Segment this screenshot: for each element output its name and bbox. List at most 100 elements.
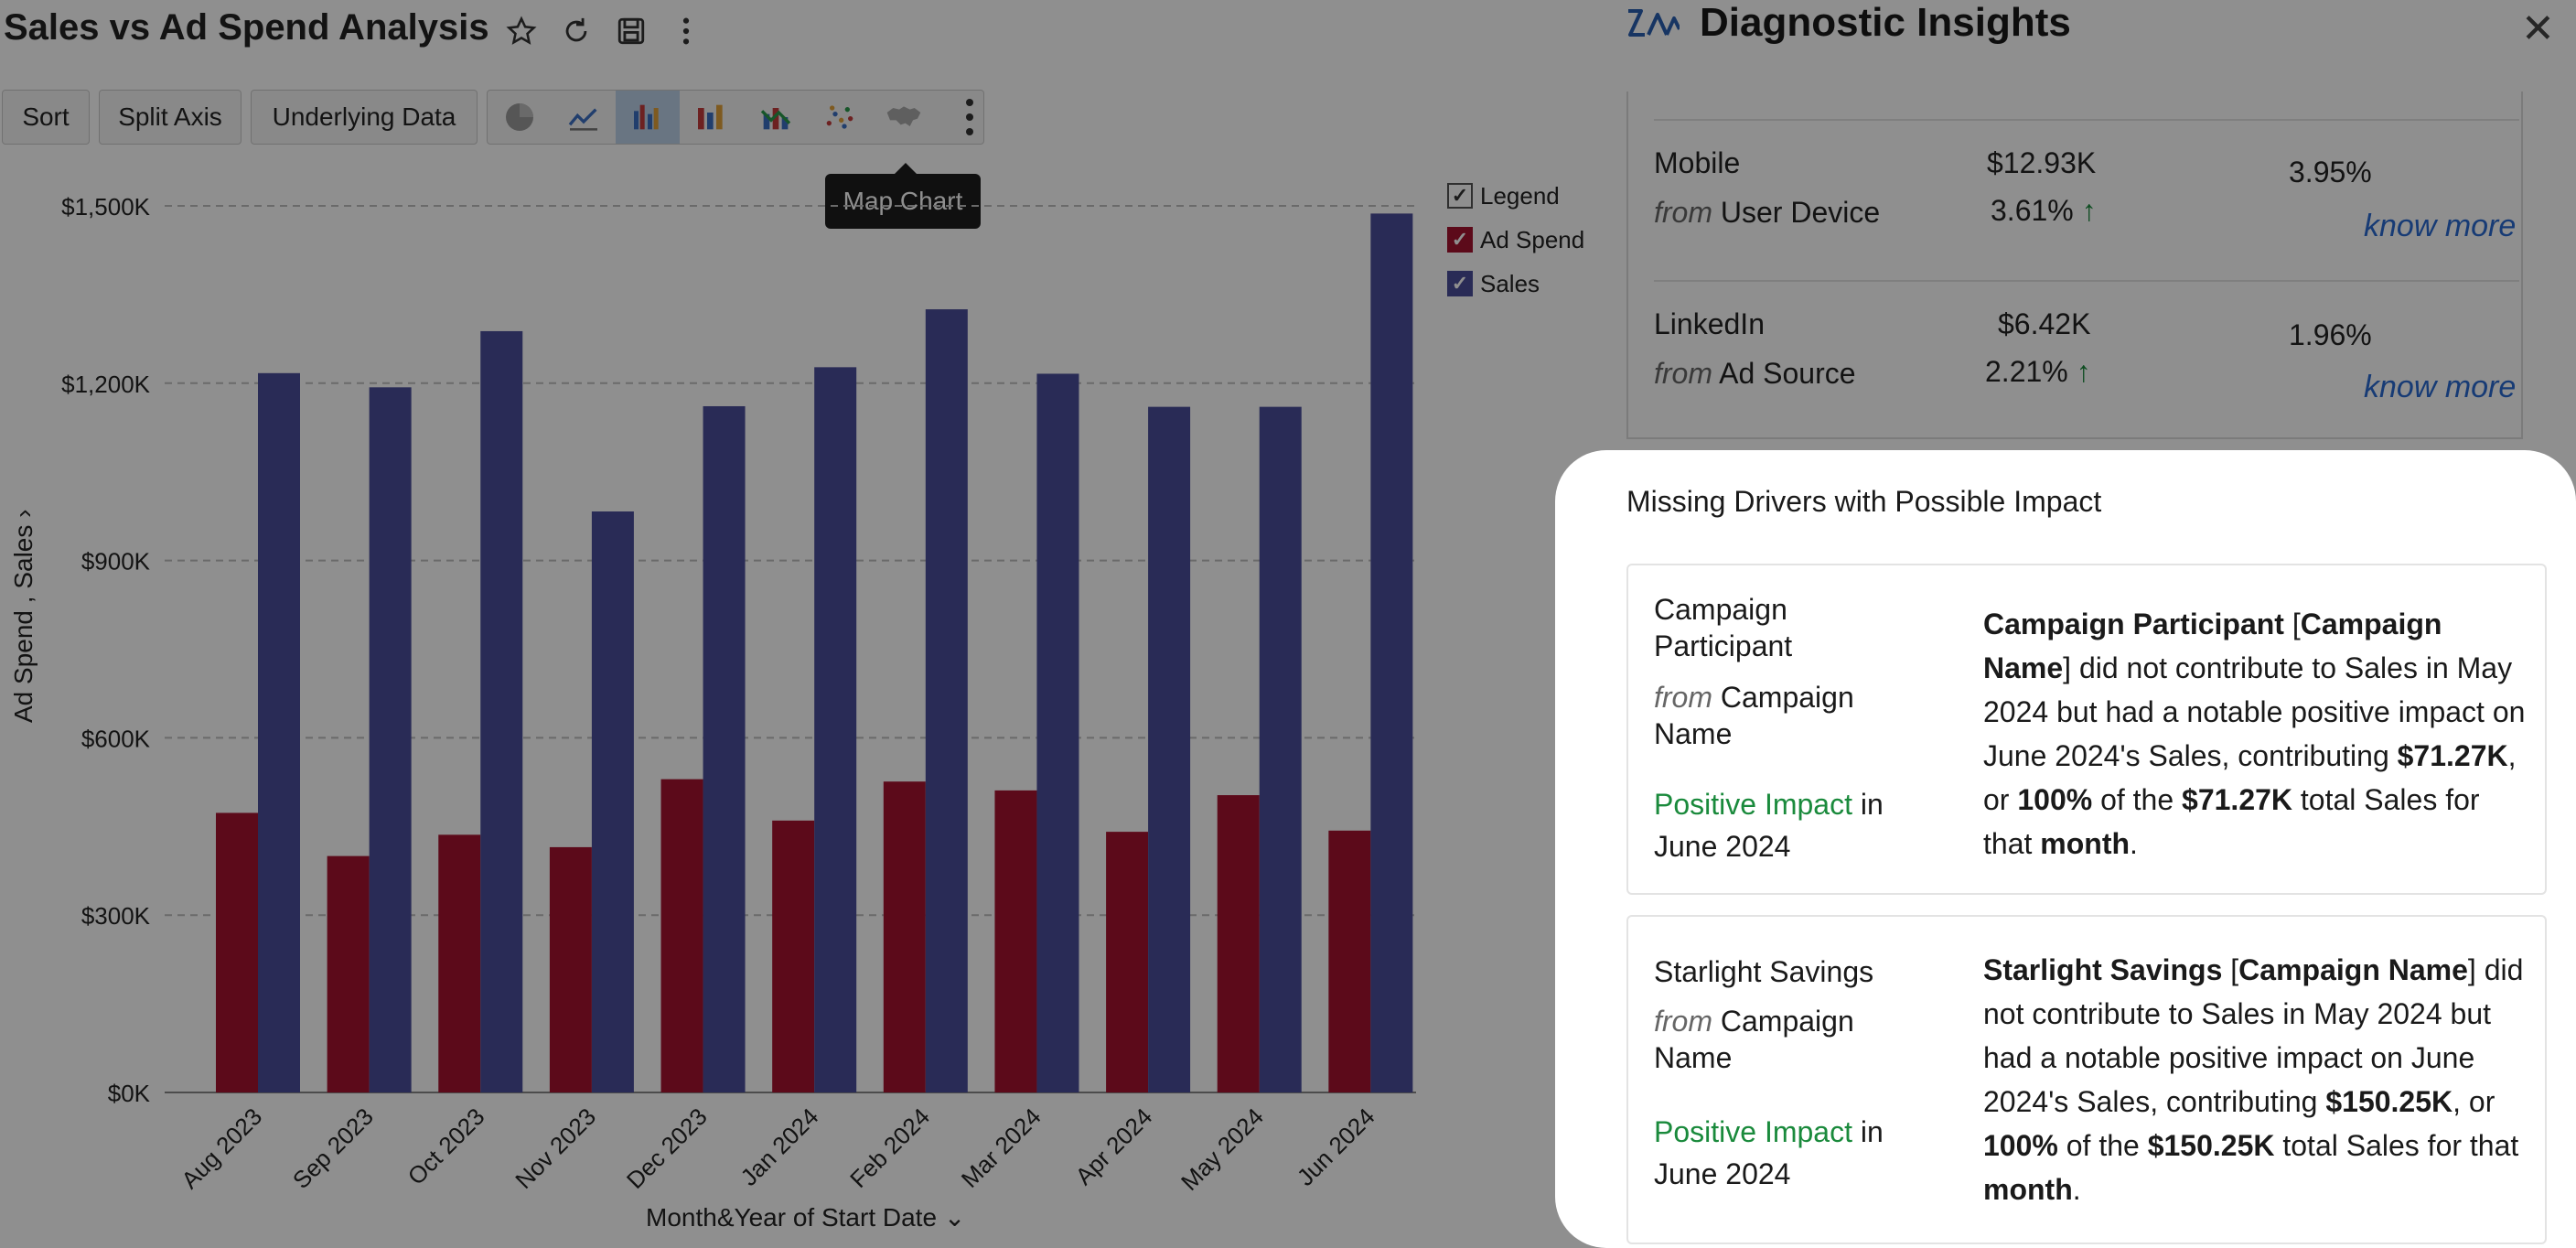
divider bbox=[1654, 280, 2519, 282]
sales-bar bbox=[1259, 406, 1302, 1092]
ad-spend-bar bbox=[772, 820, 815, 1092]
impact-suffix: in bbox=[1860, 788, 1884, 821]
page-title: Sales vs Ad Spend Analysis bbox=[4, 7, 489, 48]
scatter-chart-icon[interactable] bbox=[808, 91, 872, 144]
chart-type-bar bbox=[487, 90, 984, 145]
x-tick-label: Nov 2023 bbox=[510, 1103, 601, 1194]
impact-period: June 2024 bbox=[1654, 830, 1791, 863]
source-label: Campaign Name bbox=[1654, 1005, 1854, 1074]
pie-chart-icon[interactable] bbox=[488, 91, 552, 144]
driver-source-mobile: from User Device bbox=[1654, 196, 1880, 230]
x-tick-label: Jun 2024 bbox=[1292, 1103, 1380, 1191]
desc-text: . bbox=[2072, 1173, 2081, 1206]
missing-driver-description: Campaign Participant [Campaign Name] did… bbox=[1983, 602, 2532, 866]
sales-bar bbox=[591, 511, 634, 1092]
sales-bar bbox=[814, 367, 857, 1092]
stacked-bar-icon[interactable] bbox=[680, 91, 744, 144]
ad-spend-bar bbox=[327, 855, 370, 1092]
ad-spend-bar bbox=[549, 846, 592, 1092]
legend-item-ad-spend[interactable]: ✓ Ad Spend bbox=[1447, 218, 1584, 262]
driver-share-linkedin: 1.96% bbox=[2289, 318, 2372, 351]
y-tick-label: $300K bbox=[81, 902, 151, 930]
x-tick-label: May 2024 bbox=[1175, 1103, 1269, 1196]
legend-toggle-label: Legend bbox=[1480, 181, 1560, 210]
ad-spend-bar bbox=[1106, 832, 1149, 1092]
legend-item-sales[interactable]: ✓ Sales bbox=[1447, 262, 1584, 306]
chart-legend: ✓ Legend ✓ Ad Spend ✓ Sales bbox=[1447, 174, 1584, 306]
x-axis-title[interactable]: Month&Year of Start Date ⌄ bbox=[646, 1202, 965, 1232]
x-tick-label: Jan 2024 bbox=[735, 1103, 824, 1191]
map-chart-tooltip: Map Chart bbox=[825, 163, 981, 229]
desc-text: , or bbox=[1983, 739, 2517, 816]
know-more-link[interactable]: know more bbox=[2364, 370, 2517, 404]
bar-chart-icon[interactable] bbox=[616, 91, 680, 144]
y-axis-title-text: Ad Spend , Sales bbox=[9, 524, 38, 723]
sort-button[interactable]: Sort bbox=[2, 90, 90, 145]
refresh-icon[interactable] bbox=[560, 15, 593, 48]
ad-spend-bar bbox=[1328, 830, 1371, 1092]
driver-share-mobile: 3.95% bbox=[2289, 156, 2372, 188]
desc-entity: Starlight Savings bbox=[1983, 953, 2223, 986]
y-axis-title[interactable]: Ad Spend , Sales › bbox=[9, 510, 38, 723]
star-icon[interactable] bbox=[505, 15, 538, 48]
desc-period: month bbox=[1983, 1173, 2073, 1206]
save-icon[interactable] bbox=[615, 15, 648, 48]
desc-total: $150.25K bbox=[2147, 1129, 2275, 1162]
arrow-up-icon: ↑ bbox=[2081, 194, 2097, 227]
top-contributors-card bbox=[1626, 91, 2523, 439]
legend-toggle[interactable]: ✓ Legend bbox=[1447, 174, 1584, 218]
desc-text: total Sales for that bbox=[2274, 1129, 2519, 1162]
driver-source-linkedin: from Ad Source bbox=[1654, 357, 1856, 391]
source-label: User Device bbox=[1720, 196, 1881, 229]
desc-text: [ bbox=[2283, 608, 2301, 640]
ad-spend-bar bbox=[883, 781, 926, 1092]
desc-dimension: Campaign Name bbox=[2238, 953, 2468, 986]
chevron-right-icon: › bbox=[9, 509, 38, 518]
y-tick-label: $900K bbox=[81, 548, 151, 576]
underlying-data-button[interactable]: Underlying Data bbox=[251, 90, 478, 145]
know-more-link[interactable]: know more bbox=[2364, 209, 2517, 243]
driver-change-mobile: 3.61% ↑ bbox=[1991, 194, 2097, 228]
sales-bar bbox=[1148, 406, 1191, 1092]
desc-total: $71.27K bbox=[2182, 783, 2293, 816]
split-axis-button[interactable]: Split Axis bbox=[99, 90, 242, 145]
x-tick-label: Apr 2024 bbox=[1069, 1103, 1157, 1190]
ad-spend-bar bbox=[660, 779, 703, 1092]
desc-amount: $150.25K bbox=[2325, 1085, 2453, 1118]
chart-more-icon[interactable] bbox=[964, 97, 975, 137]
desc-amount: $71.27K bbox=[2397, 739, 2508, 772]
driver-value-mobile: $12.93K bbox=[1987, 146, 2097, 179]
from-label: from bbox=[1654, 196, 1712, 229]
ad-spend-bar bbox=[438, 834, 481, 1092]
change-label: 3.61% bbox=[1991, 194, 2074, 227]
sales-checkbox-icon[interactable]: ✓ bbox=[1447, 271, 1473, 296]
sales-bar bbox=[369, 387, 412, 1092]
desc-text: of the bbox=[2057, 1129, 2148, 1162]
desc-text: . bbox=[2130, 827, 2138, 860]
ad-spend-checkbox-icon[interactable]: ✓ bbox=[1447, 227, 1473, 253]
desc-text: ] did not contribute to Sales in May 202… bbox=[1983, 953, 2524, 1118]
missing-driver-description: Starlight Savings [Campaign Name] did no… bbox=[1983, 948, 2532, 1211]
x-tick-label: Feb 2024 bbox=[844, 1103, 935, 1193]
x-tick-label: Mar 2024 bbox=[956, 1103, 1046, 1193]
sales-bar bbox=[258, 372, 300, 1092]
desc-text: , or bbox=[2453, 1085, 2496, 1118]
chevron-down-icon: ⌄ bbox=[943, 1203, 966, 1232]
missing-driver-impact: Positive Impact in June 2024 bbox=[1654, 1111, 1928, 1195]
x-tick-label: Sep 2023 bbox=[287, 1103, 379, 1194]
more-options-icon[interactable] bbox=[670, 15, 703, 48]
desc-text: of the bbox=[2092, 783, 2183, 816]
map-chart-icon[interactable] bbox=[872, 91, 936, 144]
driver-name-linkedin: LinkedIn bbox=[1654, 307, 1765, 340]
legend-checkbox-icon[interactable]: ✓ bbox=[1447, 183, 1473, 209]
combo-chart-icon[interactable] bbox=[744, 91, 808, 144]
line-chart-icon[interactable] bbox=[552, 91, 616, 144]
desc-dimension: Campaign Name bbox=[1983, 608, 2442, 684]
desc-text: [ bbox=[2222, 953, 2239, 986]
title-actions bbox=[505, 15, 703, 48]
arrow-up-icon: ↑ bbox=[2076, 355, 2091, 388]
desc-period: month bbox=[2040, 827, 2131, 860]
close-icon[interactable]: ✕ bbox=[2521, 6, 2555, 51]
sales-bar bbox=[1370, 213, 1413, 1092]
missing-driver-card: Campaign Participant from Campaign Name … bbox=[1626, 564, 2547, 895]
